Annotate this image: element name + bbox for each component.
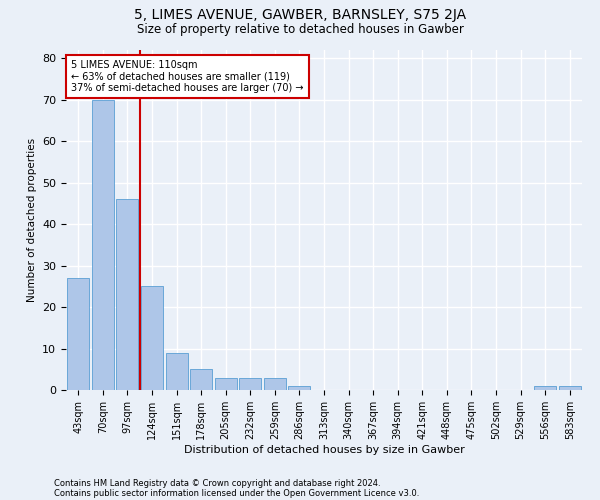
Text: 5 LIMES AVENUE: 110sqm
← 63% of detached houses are smaller (119)
37% of semi-de: 5 LIMES AVENUE: 110sqm ← 63% of detached…	[71, 60, 304, 94]
Text: Contains HM Land Registry data © Crown copyright and database right 2024.: Contains HM Land Registry data © Crown c…	[54, 478, 380, 488]
Bar	[116, 200, 139, 390]
Bar	[289, 386, 310, 390]
Text: Contains public sector information licensed under the Open Government Licence v3: Contains public sector information licen…	[54, 488, 419, 498]
Text: 5, LIMES AVENUE, GAWBER, BARNSLEY, S75 2JA: 5, LIMES AVENUE, GAWBER, BARNSLEY, S75 2…	[134, 8, 466, 22]
Bar	[141, 286, 163, 390]
Bar	[166, 352, 188, 390]
Text: Size of property relative to detached houses in Gawber: Size of property relative to detached ho…	[137, 22, 463, 36]
Bar	[264, 378, 286, 390]
Bar	[215, 378, 237, 390]
Bar	[67, 278, 89, 390]
Bar	[239, 378, 262, 390]
Bar	[559, 386, 581, 390]
Bar	[534, 386, 556, 390]
Y-axis label: Number of detached properties: Number of detached properties	[26, 138, 37, 302]
Bar	[92, 100, 114, 390]
X-axis label: Distribution of detached houses by size in Gawber: Distribution of detached houses by size …	[184, 444, 464, 454]
Bar	[190, 370, 212, 390]
